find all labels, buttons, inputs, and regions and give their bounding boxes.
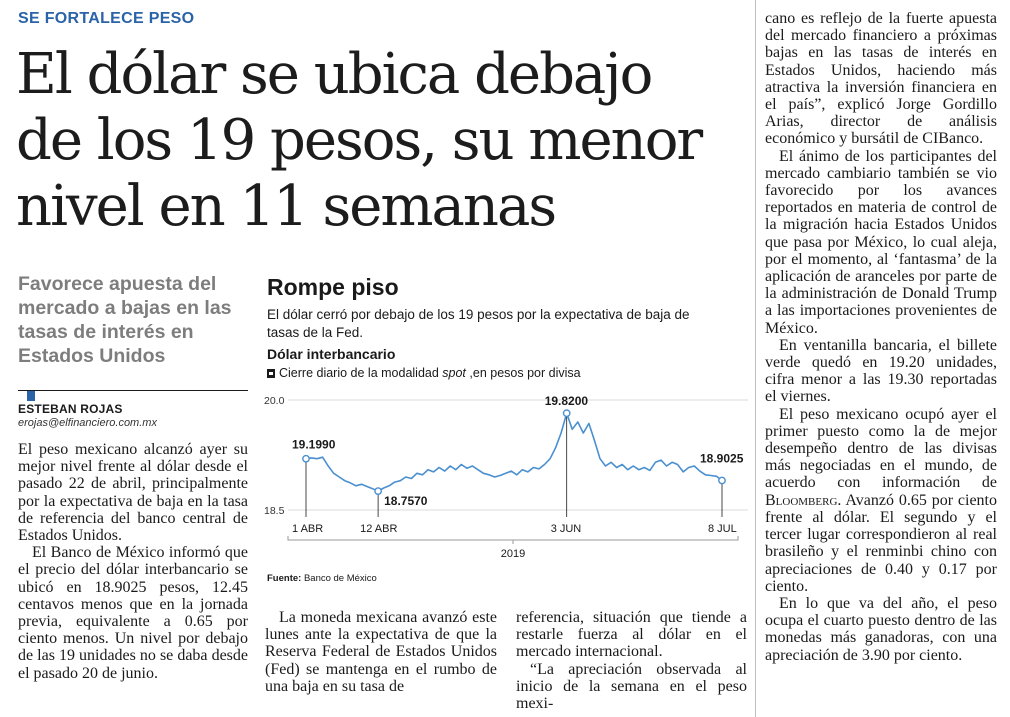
x-tick-label: 1 ABR xyxy=(292,523,323,535)
chart-legend: Cierre diario de la modalidad spot ,en p… xyxy=(267,366,581,380)
paragraph: El Banco de México informó que el precio… xyxy=(18,544,248,682)
byline-email[interactable]: erojas@elfinanciero.com.mx xyxy=(18,417,157,429)
annotation-point xyxy=(718,476,726,485)
paragraph: El peso mexicano alcanzó ayer su mejor n… xyxy=(18,441,248,545)
x-tick-label: 3 JUN xyxy=(551,523,582,535)
paragraph: cano es reflejo de la fuerte apuesta del… xyxy=(765,10,997,148)
x-tick-label: 8 JUL xyxy=(708,523,737,535)
paragraph: En ventanilla bancaria, el billete verde… xyxy=(765,336,997,406)
annotation-point xyxy=(374,487,383,496)
paragraph: En lo que va del año, el peso ocupa el c… xyxy=(765,594,997,664)
paragraph: La moneda mexicana avanzó este lunes ant… xyxy=(265,609,497,695)
column-divider xyxy=(755,0,756,717)
source-name: Bloomberg xyxy=(765,491,838,509)
year-bracket xyxy=(287,536,739,541)
legend-marker-icon xyxy=(267,368,275,378)
byline-rule xyxy=(18,390,248,391)
article-column-2: La moneda mexicana avanzó este lunes ant… xyxy=(265,609,497,695)
data-label: 19.8200 xyxy=(545,394,589,408)
annotation-point xyxy=(302,454,310,463)
article-column-4: cano es reflejo de la fuerte apuesta del… xyxy=(765,10,997,664)
annotation-point xyxy=(562,409,571,418)
paragraph: “La apreciación observada al inicio de l… xyxy=(516,660,747,713)
data-label: 18.9025 xyxy=(700,451,744,465)
chart-subtitle: El dólar cerró por debajo de los 19 peso… xyxy=(267,307,690,340)
deck: Favorece apuesta del mercado a bajas en … xyxy=(18,273,232,367)
paragraph: El peso mexicano ocupó ayer el primer pu… xyxy=(765,405,997,595)
article-column-3: referencia, situación que tiende a resta… xyxy=(516,609,747,712)
article-column-1: El peso mexicano alcanzó ayer su mejor n… xyxy=(18,441,248,682)
data-label: 19.1990 xyxy=(292,438,336,452)
chart-header: Dólar interbancario xyxy=(267,346,396,362)
headline: El dólar se ubica debajo de los 19 pesos… xyxy=(16,42,746,240)
line-chart: 20.0 18.5 19.1990 18.7570 19.8200 18.9025 1 AB… xyxy=(264,394,748,560)
y-tick-label: 20.0 xyxy=(264,395,285,407)
headline-line-2: de los 19 pesos, su menor xyxy=(16,108,703,173)
legend-text: Cierre diario de la modalidad spot ,en p… xyxy=(279,366,581,380)
headline-line-3: nivel en 11 semanas xyxy=(16,174,557,239)
y-tick-label: 18.5 xyxy=(264,505,285,517)
byline-name: ESTEBAN ROJAS xyxy=(18,402,123,416)
series-line xyxy=(305,412,723,492)
kicker: SE FORTALECE PESO xyxy=(18,10,195,27)
headline-line-1: El dólar se ubica debajo xyxy=(16,42,653,107)
data-label: 18.7570 xyxy=(384,494,428,508)
chart-source: Fuente: Banco de México xyxy=(267,573,377,584)
x-tick-label: 12 ABR xyxy=(360,523,397,535)
paragraph: El ánimo de los participantes del mercad… xyxy=(765,147,997,337)
byline-marker xyxy=(27,391,35,401)
paragraph: referencia, situación que tiende a resta… xyxy=(516,609,747,661)
year-label: 2019 xyxy=(501,548,525,560)
chart-title: Rompe piso xyxy=(267,274,399,300)
